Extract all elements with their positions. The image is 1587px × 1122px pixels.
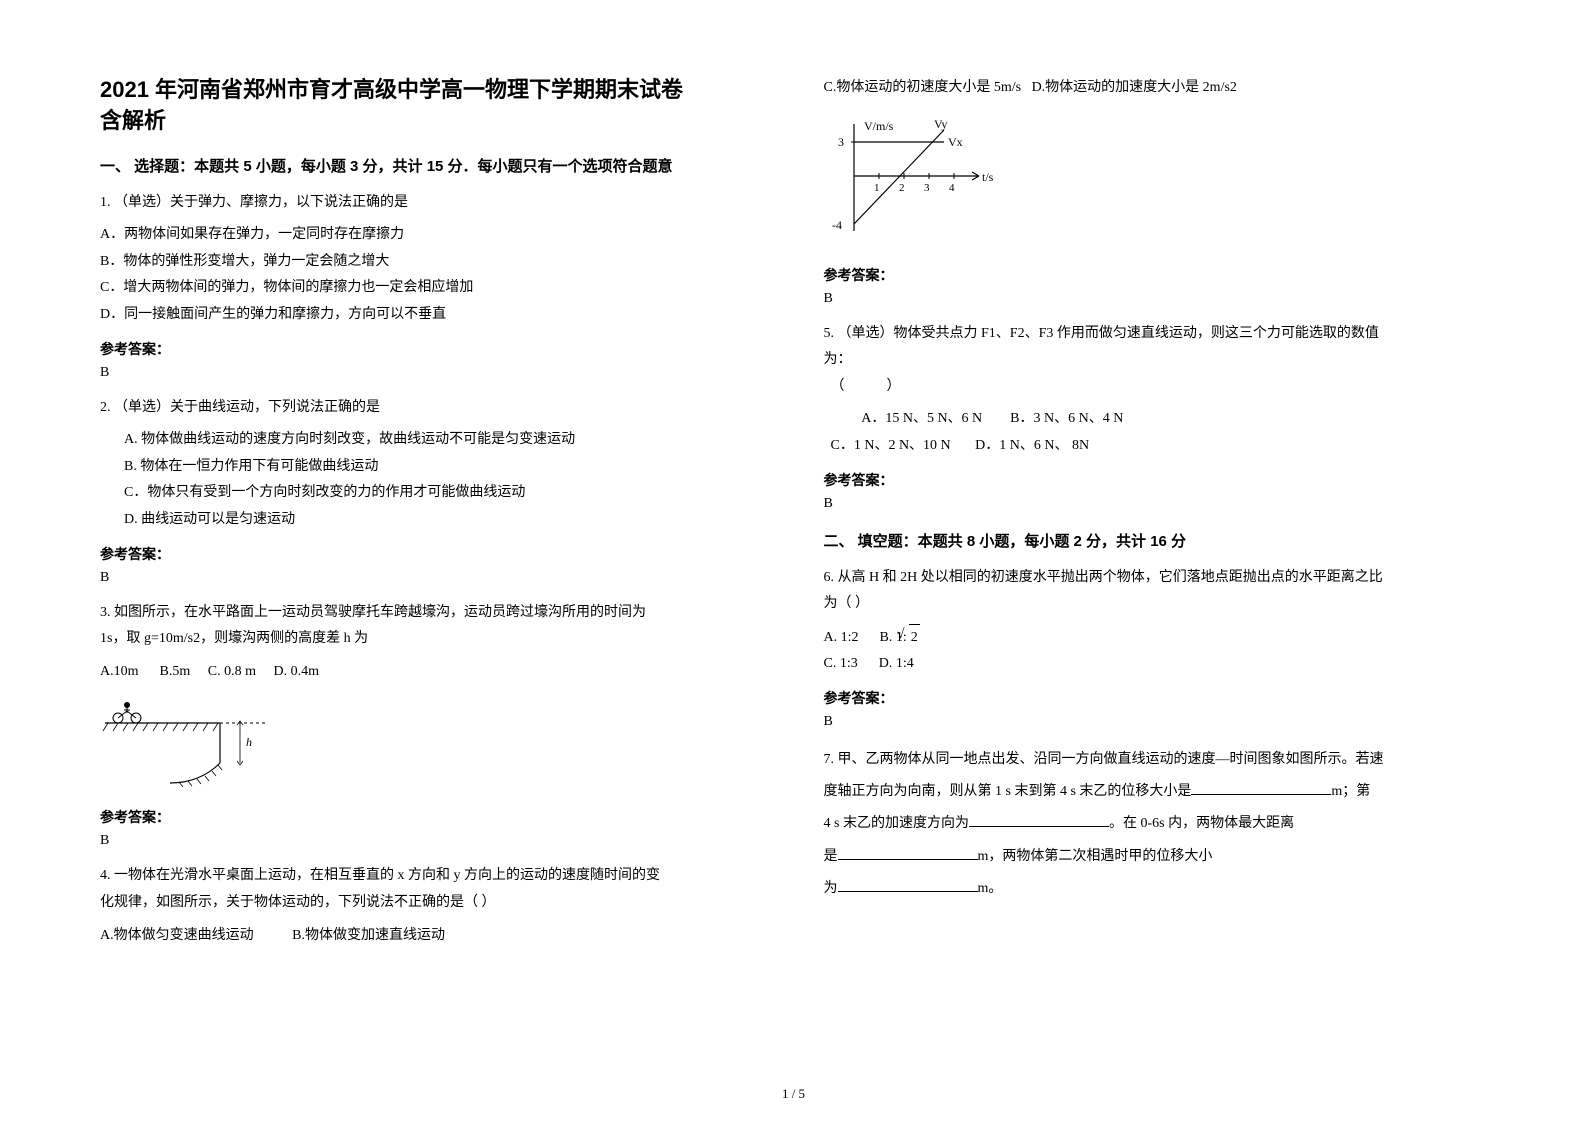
q7-l5b: m。 <box>978 881 1003 896</box>
q4-stem: 4. 一物体在光滑水平桌面上运动，在相互垂直的 x 方向和 y 方向上的运动的速… <box>100 863 764 916</box>
q7: 7. 甲、乙两物体从同一地点出发、沿同一方向做直线运动的速度—时间图象如图所示。… <box>824 744 1488 905</box>
q4-vy: Vy <box>934 117 947 131</box>
q5-l3: （ ） <box>824 379 901 394</box>
q3-stem-l1: 3. 如图所示，在水平路面上一运动员驾驶摩托车跨越壕沟，运动员跨过壕沟所用的时间… <box>100 605 646 620</box>
q4-stem-l1: 4. 一物体在光滑水平桌面上运动，在相互垂直的 x 方向和 y 方向上的运动的速… <box>100 868 660 883</box>
sqrt-icon: √2 <box>907 624 920 652</box>
q3-answer: B <box>100 833 764 849</box>
q4-answer: B <box>824 291 1488 307</box>
q6-l1: 6. 从高 H 和 2H 处以相同的初速度水平抛出两个物体，它们落地点距抛出点的… <box>824 570 1383 585</box>
q6-rowCD: C. 1:3 D. 1:4 <box>824 651 1488 678</box>
blank-2[interactable] <box>969 813 1109 827</box>
q2-optB: B. 物体在一恒力作用下有可能做曲线运动 <box>100 454 764 481</box>
section2-heading: 二、 填空题：本题共 8 小题，每小题 2 分，共计 16 分 <box>824 530 1488 551</box>
q3-answer-label: 参考答案： <box>100 807 764 827</box>
q6-optA: A. 1:2 <box>824 630 859 645</box>
q5-l2: 为： <box>824 352 852 367</box>
q6-root: 2 <box>909 624 920 652</box>
q4-neg4: -4 <box>832 218 842 232</box>
q7-l3b: 。在 0-6s 内，两物体最大距离 <box>1109 816 1294 831</box>
q2-answer-label: 参考答案： <box>100 544 764 564</box>
q2-stem: 2. （单选）关于曲线运动，下列说法正确的是 <box>100 395 764 422</box>
q1-answer-label: 参考答案： <box>100 339 764 359</box>
blank-1[interactable] <box>1191 781 1331 795</box>
q6-answer-label: 参考答案： <box>824 688 1488 708</box>
q6-l2: 为（ ） <box>824 596 870 611</box>
q6-optD: D. 1:4 <box>879 656 914 671</box>
q6-answer: B <box>824 714 1488 730</box>
q4-x1: 1 <box>874 182 880 194</box>
q7-l4b: m，两物体第二次相遇时甲的位移大小 <box>978 849 1213 864</box>
q4-x3: 3 <box>924 182 930 194</box>
q2-optA: A. 物体做曲线运动的速度方向时刻改变，故曲线运动不可能是匀变速运动 <box>100 427 764 454</box>
q5-row1: A．15 N、5 N、6 N B．3 N、6 N、4 N <box>824 406 1488 433</box>
blank-4[interactable] <box>838 878 978 892</box>
q6-rowAB: A. 1:2 B. 1:√2 <box>824 624 1488 652</box>
q3-h-label: h <box>246 735 252 749</box>
q7-l2b: m；第 <box>1331 784 1370 799</box>
q5-answer: B <box>824 496 1488 512</box>
q5-row2: C．1 N、2 N、10 N D．1 N、6 N、 8N <box>824 433 1488 460</box>
q2-answer: B <box>100 570 764 586</box>
section1-heading: 一、 选择题：本题共 5 小题，每小题 3 分，共计 15 分．每小题只有一个选… <box>100 155 764 176</box>
q6-optC: C. 1:3 <box>824 656 858 671</box>
q3-options: A.10m B.5m C. 0.8 m D. 0.4m <box>100 659 764 686</box>
q3-figure: h <box>100 693 764 793</box>
q4-ylabel: V/m/s <box>864 119 894 133</box>
q2-optD: D. 曲线运动可以是匀速运动 <box>100 507 764 534</box>
q4-vx: Vx <box>948 135 963 149</box>
q5-l1: 5. （单选）物体受共点力 F1、F2、F3 作用而做匀速直线运动，则这三个力可… <box>824 326 1379 341</box>
q1-optD: D．同一接触面间产生的弹力和摩擦力，方向可以不垂直 <box>100 302 764 329</box>
q4-x4: 4 <box>949 182 955 194</box>
left-column: 2021 年河南省郑州市育才高级中学高一物理下学期期末试卷 含解析 一、 选择题… <box>100 75 764 1052</box>
q5-stem: 5. （单选）物体受共点力 F1、F2、F3 作用而做匀速直线运动，则这三个力可… <box>824 321 1488 401</box>
blank-3[interactable] <box>838 846 978 860</box>
q1-optA: A．两物体间如果存在弹力，一定同时存在摩擦力 <box>100 222 764 249</box>
right-column: C.物体运动的初速度大小是 5m/s D.物体运动的加速度大小是 2m/s2 V… <box>824 75 1488 1052</box>
q4-stem-l2: 化规律，如图所示，关于物体运动的，下列说法不正确的是（ ） <box>100 895 496 910</box>
q4-answer-label: 参考答案： <box>824 265 1488 285</box>
q4-row2: C.物体运动的初速度大小是 5m/s D.物体运动的加速度大小是 2m/s2 <box>824 75 1488 102</box>
q4-y3: 3 <box>838 135 844 149</box>
q1-optC: C．增大两物体间的弹力，物体间的摩擦力也一定会相应增加 <box>100 275 764 302</box>
title-line1: 2021 年河南省郑州市育才高级中学高一物理下学期期末试卷 <box>100 77 683 102</box>
q4-x2: 2 <box>899 182 905 194</box>
q6-stem: 6. 从高 H 和 2H 处以相同的初速度水平抛出两个物体，它们落地点距抛出点的… <box>824 565 1488 618</box>
q7-l5a: 为 <box>824 881 838 896</box>
q1-answer: B <box>100 365 764 381</box>
q7-l3a: 4 s 末乙的加速度方向为 <box>824 816 969 831</box>
q1-stem: 1. （单选）关于弹力、摩擦力，以下说法正确的是 <box>100 190 764 217</box>
q3-stem-l2: 1s，取 g=10m/s2，则壕沟两侧的高度差 h 为 <box>100 631 368 646</box>
title-line2: 含解析 <box>100 108 166 133</box>
q5-answer-label: 参考答案： <box>824 470 1488 490</box>
q7-l2a: 度轴正方向为向南，则从第 1 s 末到第 4 s 末乙的位移大小是 <box>824 784 1192 799</box>
q2-optC: C．物体只有受到一个方向时刻改变的力的作用才可能做曲线运动 <box>100 480 764 507</box>
q4-row1: A.物体做匀变速曲线运动 B.物体做变加速直线运动 <box>100 923 764 950</box>
q4-xlabel: t/s <box>982 170 994 184</box>
q3-stem: 3. 如图所示，在水平路面上一运动员驾驶摩托车跨越壕沟，运动员跨过壕沟所用的时间… <box>100 600 764 653</box>
page-footer: 1 / 5 <box>0 1086 1587 1102</box>
q7-l1: 7. 甲、乙两物体从同一地点出发、沿同一方向做直线运动的速度—时间图象如图所示。… <box>824 752 1384 767</box>
q7-l4a: 是 <box>824 849 838 864</box>
q1-optB: B．物体的弹性形变增大，弹力一定会随之增大 <box>100 249 764 276</box>
exam-title: 2021 年河南省郑州市育才高级中学高一物理下学期期末试卷 含解析 <box>100 75 764 137</box>
q4-figure: V/m/s t/s 3 Vx 1 2 3 <box>824 116 1488 251</box>
